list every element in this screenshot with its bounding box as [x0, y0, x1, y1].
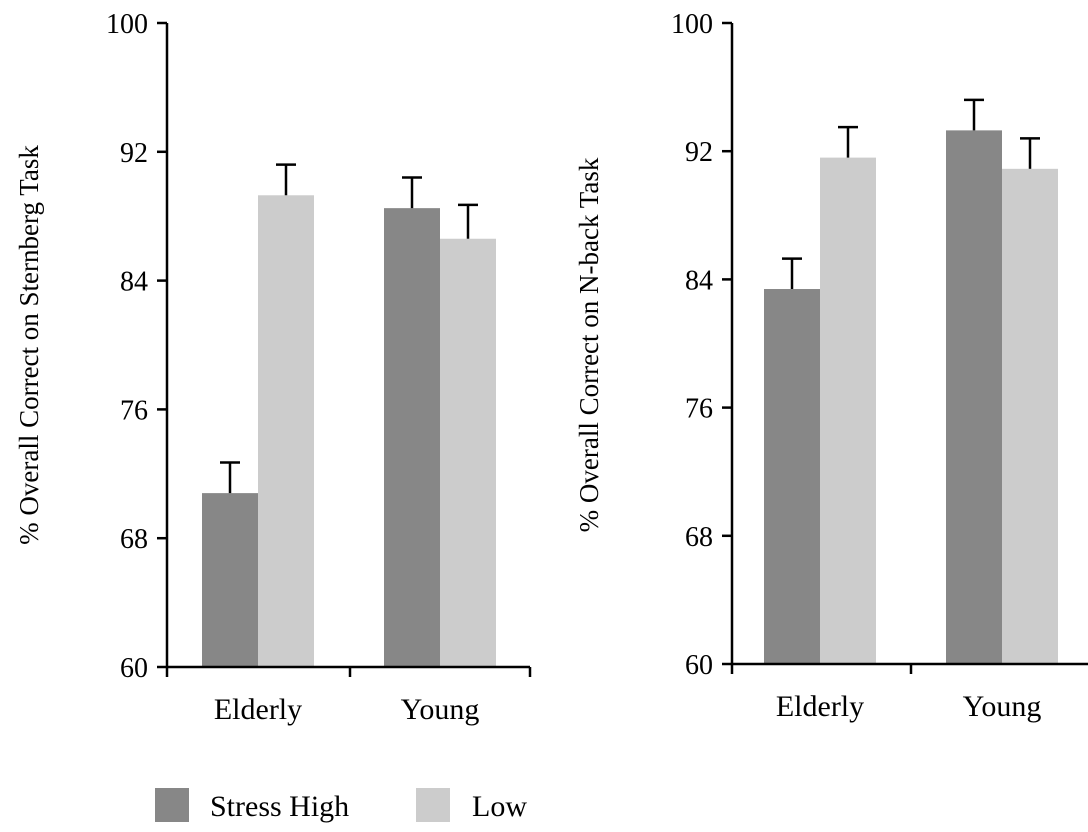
bar-nback-elderly-stress-high — [764, 289, 820, 664]
x-category-label-nback-young: Young — [963, 690, 1042, 723]
chart-legend: Stress High Low — [155, 788, 527, 823]
legend-swatch-stress-high — [155, 788, 189, 822]
y-tick-label-nback-84: 84 — [685, 265, 713, 296]
bar-sternberg-young-low — [440, 238, 496, 668]
bar-nback-young-stress-high — [946, 130, 1002, 664]
y-axis-title-nback: % Overall Correct on N-back Task — [574, 157, 604, 532]
y-axis-title-sternberg: % Overall Correct on Sternberg Task — [14, 145, 44, 545]
legend-label-low: Low — [472, 790, 527, 823]
x-category-label-nback-elderly: Elderly — [776, 690, 864, 723]
y-tick-label-sternberg-76: 76 — [120, 395, 148, 426]
y-tick-label-nback-100: 100 — [671, 9, 713, 40]
x-category-label-sternberg-young: Young — [401, 693, 480, 726]
x-category-label-sternberg-elderly: Elderly — [214, 693, 302, 726]
legend-label-stress-high: Stress High — [210, 790, 349, 823]
y-tick-label-sternberg-92: 92 — [120, 138, 148, 169]
y-tick-label-sternberg-100: 100 — [106, 9, 148, 40]
legend-swatch-low — [416, 788, 450, 822]
nback-chart-panel: 60 68 76 84 92 100 Elderly Young % Overall Corre… — [574, 9, 1088, 723]
bar-sternberg-young-stress-high — [384, 208, 440, 667]
bar-sternberg-elderly-low — [258, 195, 314, 667]
bar-nback-elderly-low — [820, 157, 876, 665]
sternberg-chart-panel: 60 68 76 84 92 100 Elderly Young % Overall Corre… — [14, 9, 532, 726]
y-tick-label-nback-92: 92 — [685, 137, 713, 168]
bar-nback-young-low — [1002, 168, 1058, 664]
bar-sternberg-elderly-stress-high — [202, 493, 258, 667]
y-tick-label-sternberg-68: 68 — [120, 524, 148, 555]
y-tick-label-nback-76: 76 — [685, 394, 713, 425]
y-tick-label-nback-68: 68 — [685, 522, 713, 553]
y-tick-label-sternberg-84: 84 — [120, 267, 148, 298]
y-tick-label-sternberg-60: 60 — [120, 653, 148, 684]
y-tick-label-nback-60: 60 — [685, 650, 713, 681]
